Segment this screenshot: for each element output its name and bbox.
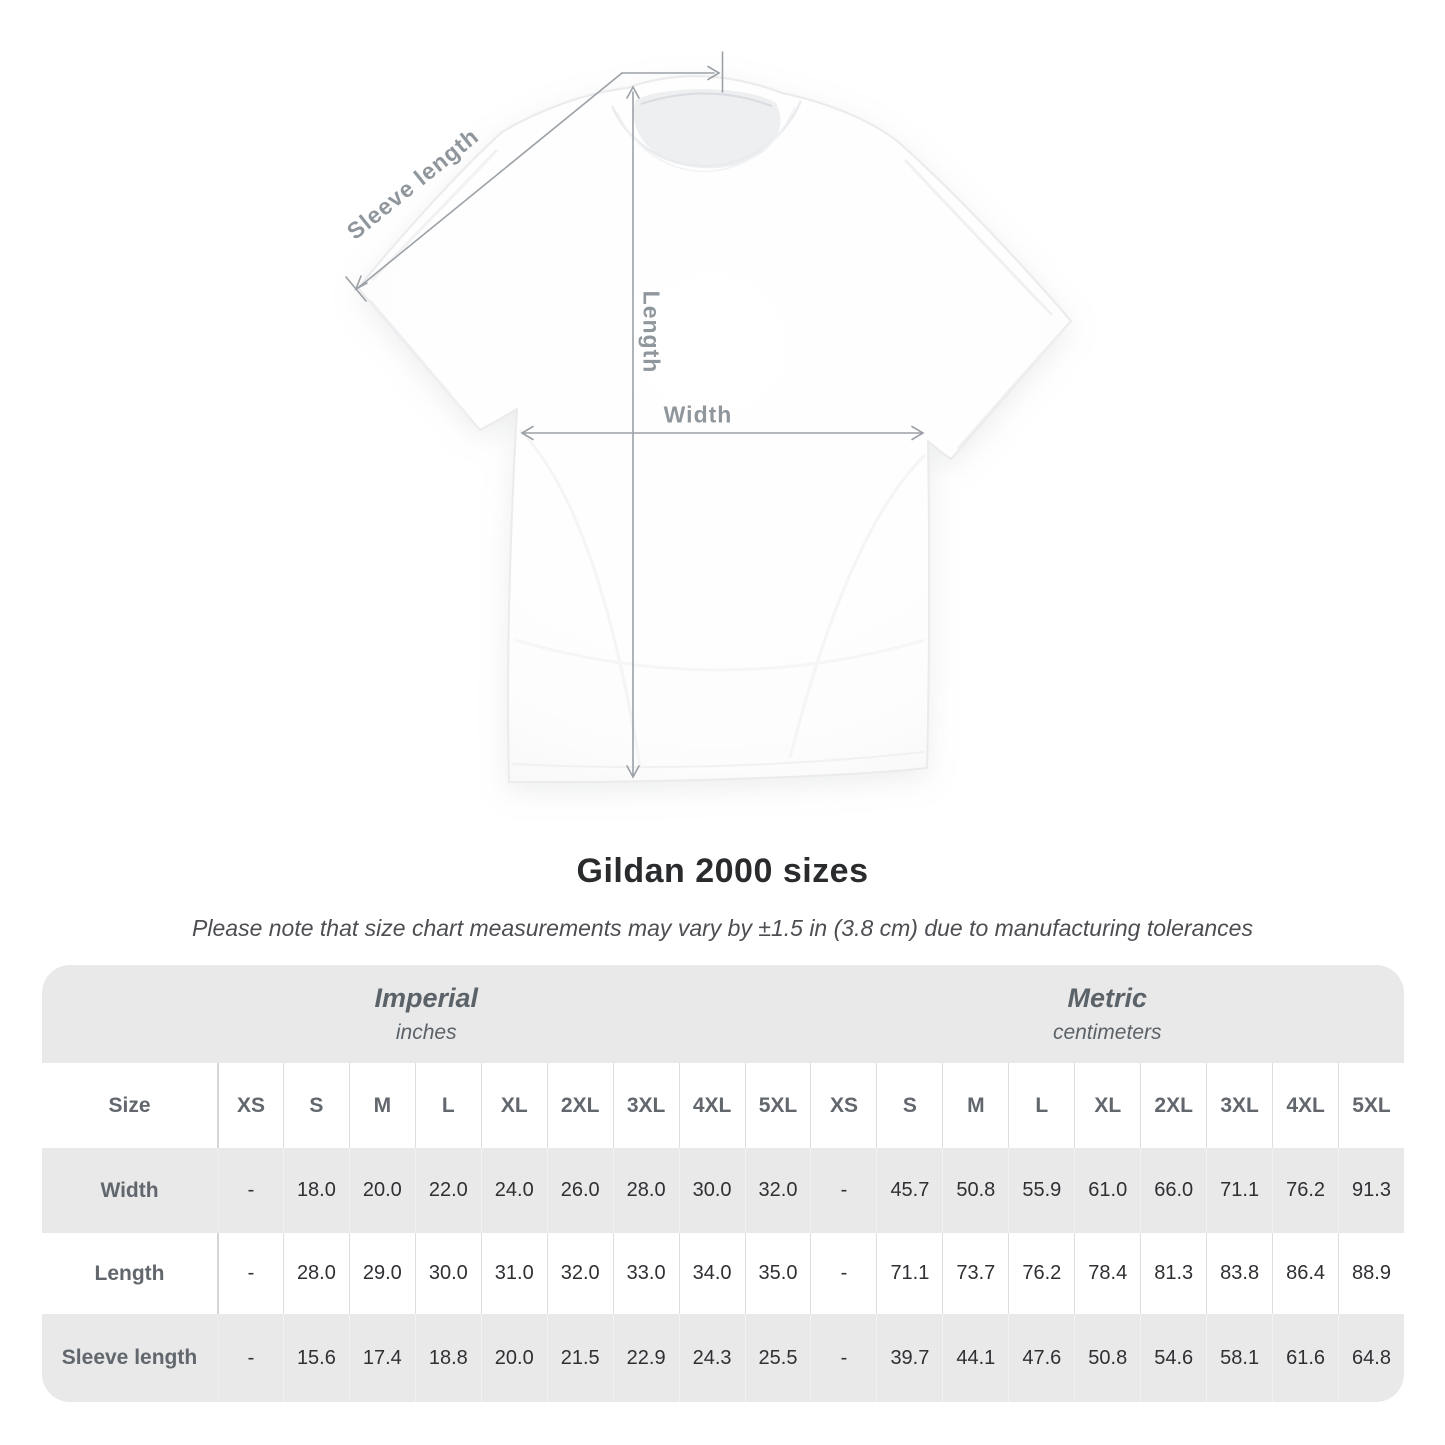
sleeve-imperial-4xl: 24.3 (678, 1314, 745, 1402)
col-header-imperial-4xl: 4XL (678, 1063, 745, 1148)
width-label: Width (663, 401, 733, 428)
length-imperial-m: 29.0 (348, 1233, 415, 1314)
metric-title: Metric (1067, 983, 1147, 1013)
width-imperial-s: 18.0 (282, 1148, 349, 1233)
sleeve-metric-s: 39.7 (876, 1314, 942, 1402)
imperial-title: Imperial (374, 983, 479, 1013)
row-label-sleeve-length: Sleeve length (61, 1346, 198, 1369)
width-metric-s: 45.7 (876, 1148, 942, 1233)
imperial-section-header: Imperial inches (42, 965, 810, 1063)
width-imperial-xs: - (217, 1148, 283, 1233)
width-imperial-xl: 24.0 (480, 1148, 547, 1233)
sleeve-metric-2xl: 54.6 (1140, 1314, 1206, 1402)
col-header-imperial-m: M (348, 1063, 415, 1148)
width-imperial-2xl: 26.0 (546, 1148, 613, 1233)
length-metric-3xl: 83.8 (1206, 1233, 1273, 1314)
width-imperial-l: 22.0 (414, 1148, 481, 1233)
length-metric-m: 73.7 (942, 1233, 1009, 1314)
width-imperial-5xl: 32.0 (744, 1148, 811, 1233)
length-imperial-2xl: 32.0 (546, 1233, 613, 1314)
sleeve-metric-3xl: 58.1 (1206, 1314, 1272, 1402)
sleeve-imperial-s: 15.6 (282, 1314, 349, 1402)
col-header-imperial-3xl: 3XL (612, 1063, 679, 1148)
width-metric-xs: - (810, 1148, 876, 1233)
length-imperial-s: 28.0 (282, 1233, 349, 1314)
length-metric-2xl: 81.3 (1140, 1233, 1207, 1314)
length-imperial-l: 30.0 (414, 1233, 481, 1314)
width-imperial-3xl: 28.0 (612, 1148, 679, 1233)
width-metric-xl: 61.0 (1074, 1148, 1140, 1233)
sleeve-metric-xs: - (810, 1314, 876, 1402)
sleeve-length-arrow (357, 72, 623, 289)
sleeve-imperial-m: 17.4 (348, 1314, 415, 1402)
sleeve-metric-m: 44.1 (942, 1314, 1008, 1402)
length-imperial-xs: - (217, 1233, 283, 1314)
sleeve-imperial-2xl: 21.5 (546, 1314, 613, 1402)
sleeve-metric-xl: 50.8 (1074, 1314, 1140, 1402)
sleeve-metric-5xl: 64.8 (1338, 1314, 1404, 1402)
length-imperial-xl: 31.0 (480, 1233, 547, 1314)
col-header-metric-xl: XL (1074, 1063, 1141, 1148)
col-header-metric-xs: XS (810, 1063, 877, 1148)
col-header-imperial-5xl: 5XL (744, 1063, 811, 1148)
col-header-imperial-2xl: 2XL (546, 1063, 613, 1148)
col-header-imperial-s: S (282, 1063, 349, 1148)
col-header-metric-s: S (876, 1063, 943, 1148)
length-label: Length (638, 290, 665, 374)
sleeve-imperial-xl: 20.0 (480, 1314, 547, 1402)
sleeve-imperial-l: 18.8 (414, 1314, 481, 1402)
length-metric-s: 71.1 (876, 1233, 943, 1314)
arrowhead-right2 (911, 425, 925, 441)
collar-opening (633, 89, 781, 169)
sleeve-imperial-5xl: 25.5 (744, 1314, 811, 1402)
col-header-metric-3xl: 3XL (1206, 1063, 1273, 1148)
metric-section-header: Metric centimeters (810, 965, 1404, 1063)
width-metric-m: 50.8 (942, 1148, 1008, 1233)
length-metric-4xl: 86.4 (1272, 1233, 1339, 1314)
row-label-width: Width (100, 1178, 159, 1202)
tshirt-measurement-diagram: Sleeve length Length Width (342, 51, 1072, 784)
col-header-imperial-l: L (414, 1063, 481, 1148)
measurement-arrows (345, 51, 925, 779)
width-metric-3xl: 71.1 (1206, 1148, 1272, 1233)
width-metric-5xl: 91.3 (1338, 1148, 1404, 1233)
width-metric-4xl: 76.2 (1272, 1148, 1338, 1233)
col-header-metric-m: M (942, 1063, 1009, 1148)
length-metric-5xl: 88.9 (1338, 1233, 1404, 1314)
col-header-metric-l: L (1008, 1063, 1075, 1148)
sleeve-imperial-3xl: 22.9 (612, 1314, 679, 1402)
length-metric-xs: - (810, 1233, 877, 1314)
sleeve-imperial-xs: - (217, 1314, 283, 1402)
col-header-imperial-xl: XL (480, 1063, 547, 1148)
imperial-unit: inches (395, 1021, 457, 1044)
sleeve-metric-4xl: 61.6 (1272, 1314, 1338, 1402)
row-label-length: Length (42, 1233, 217, 1314)
col-header-imperial-xs: XS (217, 1063, 283, 1148)
width-metric-2xl: 66.0 (1140, 1148, 1206, 1233)
sleeve-end-tick (345, 276, 367, 302)
length-imperial-4xl: 34.0 (678, 1233, 745, 1314)
col-header-metric-2xl: 2XL (1140, 1063, 1207, 1148)
width-metric-l: 55.9 (1008, 1148, 1074, 1233)
tolerance-note: Please note that size chart measurements… (192, 915, 1253, 941)
tshirt-body (357, 75, 1072, 784)
length-imperial-3xl: 33.0 (612, 1233, 679, 1314)
page-title: Gildan 2000 sizes (576, 852, 869, 890)
arrowhead-left (520, 425, 534, 441)
arrowhead-right (707, 65, 721, 81)
width-imperial-m: 20.0 (348, 1148, 415, 1233)
length-metric-xl: 78.4 (1074, 1233, 1141, 1314)
size-chart-table: Imperial inches Metric centimeters Size … (42, 965, 1404, 1402)
col-header-metric-4xl: 4XL (1272, 1063, 1339, 1148)
arrowhead-up (626, 85, 640, 99)
length-metric-l: 76.2 (1008, 1233, 1075, 1314)
length-imperial-5xl: 35.0 (744, 1233, 811, 1314)
col-header-metric-5xl: 5XL (1338, 1063, 1404, 1148)
metric-unit: centimeters (1052, 1021, 1162, 1044)
sleeve-metric-l: 47.6 (1008, 1314, 1074, 1402)
size-column-header: Size (42, 1063, 217, 1148)
tshirt-illustration (345, 51, 1072, 784)
arrowhead-down (626, 765, 640, 779)
width-imperial-4xl: 30.0 (678, 1148, 745, 1233)
